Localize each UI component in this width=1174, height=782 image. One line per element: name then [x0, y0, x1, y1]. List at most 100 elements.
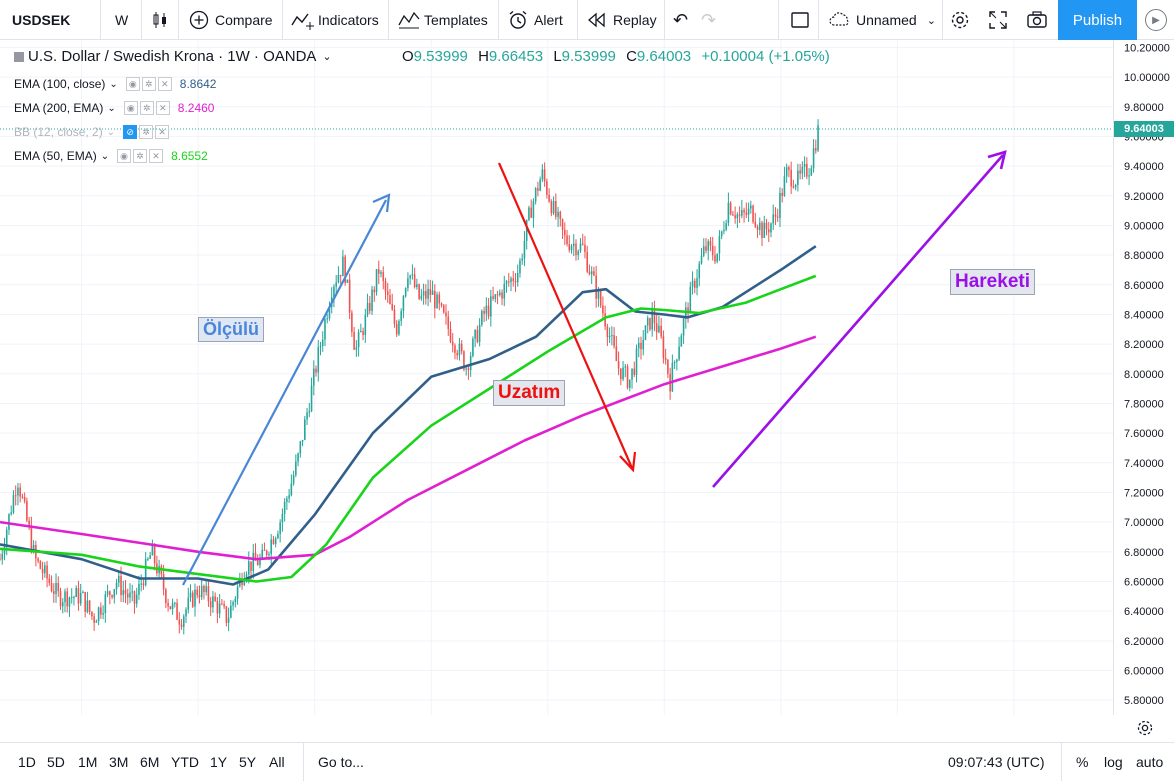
- chart-style-button[interactable]: [151, 0, 169, 40]
- candle-body: [801, 166, 804, 174]
- candle-body: [407, 278, 409, 289]
- close-icon[interactable]: ✕: [155, 125, 170, 139]
- divider: [818, 0, 819, 40]
- candle-body: [306, 412, 308, 420]
- indicator-controls[interactable]: ⊘ ✲ ✕: [123, 125, 171, 139]
- candle-body: [79, 592, 82, 604]
- candle-body: [312, 368, 315, 386]
- eye-icon[interactable]: ◉: [125, 77, 140, 91]
- indicators-button[interactable]: Indicators: [291, 0, 379, 40]
- range-button-3m[interactable]: 3M: [109, 754, 129, 770]
- redo-button[interactable]: ↷: [701, 0, 716, 40]
- gear-icon[interactable]: ✲: [139, 125, 154, 139]
- range-button-1y[interactable]: 1Y: [210, 754, 228, 770]
- alert-button[interactable]: Alert: [508, 0, 563, 40]
- annotation-hareketi[interactable]: Hareketi: [950, 269, 1035, 295]
- candle-body: [427, 288, 429, 299]
- price-tick-label: 10.20000: [1124, 42, 1170, 54]
- candle-body: [510, 278, 512, 283]
- percent-toggle[interactable]: %: [1076, 743, 1088, 781]
- candle-body: [738, 214, 741, 216]
- candle-body: [436, 294, 438, 309]
- goto-button[interactable]: Go to...: [318, 743, 364, 781]
- gear-icon[interactable]: ✲: [139, 101, 154, 115]
- fullscreen-button[interactable]: [988, 0, 1008, 40]
- candle-body: [420, 295, 423, 299]
- range-button-1m[interactable]: 1M: [78, 754, 98, 770]
- publish-button[interactable]: Publish: [1058, 0, 1137, 40]
- candle-body: [447, 316, 450, 329]
- settings-button[interactable]: [949, 0, 971, 40]
- indicator-ema-100[interactable]: EMA (100, close) ⌄ ◉ ✲ ✕ 8.8642: [14, 75, 216, 93]
- candle-body: [810, 168, 813, 176]
- candle-body: [521, 258, 524, 261]
- annotation-uzatim[interactable]: Uzatım: [493, 380, 566, 406]
- undo-button[interactable]: ↶: [673, 0, 688, 40]
- candle-body: [245, 574, 248, 579]
- auto-toggle[interactable]: auto: [1136, 743, 1163, 781]
- fullscreen-layout-button[interactable]: [790, 0, 810, 40]
- close-icon[interactable]: ✕: [157, 77, 172, 91]
- indicator-label: EMA (50, EMA): [14, 149, 97, 163]
- symbol-legend[interactable]: U.S. Dollar / Swedish Krona · 1W · OANDA…: [14, 48, 332, 65]
- candle-body: [557, 211, 559, 217]
- candle-body: [265, 550, 268, 556]
- candle-body: [676, 359, 678, 362]
- compare-button[interactable]: Compare: [189, 0, 273, 40]
- templates-button[interactable]: Templates: [398, 0, 488, 40]
- clock[interactable]: 09:07:43 (UTC): [948, 743, 1044, 781]
- indicator-bb[interactable]: BB (12, close, 2) ⌄ ⊘ ✲ ✕: [14, 123, 177, 141]
- candle-body: [259, 557, 261, 566]
- range-button-1d[interactable]: 1D: [18, 754, 36, 770]
- range-button-all[interactable]: All: [269, 754, 285, 770]
- log-toggle[interactable]: log: [1104, 743, 1123, 781]
- eye-icon[interactable]: ◉: [123, 101, 138, 115]
- candle-body: [716, 253, 718, 262]
- axis-settings-button[interactable]: [1135, 718, 1155, 743]
- indicators-label: Indicators: [318, 12, 379, 28]
- candle-body: [55, 583, 57, 594]
- gear-icon[interactable]: ✲: [141, 77, 156, 91]
- divider: [388, 0, 389, 40]
- annotation-olculu[interactable]: Ölçülü: [198, 317, 265, 342]
- interval-button[interactable]: W: [115, 0, 128, 40]
- candle-body: [61, 602, 64, 607]
- range-button-5d[interactable]: 5D: [47, 754, 65, 770]
- candle-body: [234, 598, 237, 603]
- candle-body: [523, 240, 526, 259]
- replay-label: Replay: [613, 12, 657, 28]
- close-icon[interactable]: ✕: [149, 149, 164, 163]
- candle-body: [149, 555, 151, 559]
- range-button-5y[interactable]: 5Y: [239, 754, 257, 770]
- candle-body: [718, 236, 721, 254]
- candle-body: [321, 339, 324, 346]
- snapshot-button[interactable]: [1026, 0, 1048, 40]
- chevron-down-icon: ⌄: [107, 102, 116, 114]
- candle-body: [783, 176, 786, 196]
- indicator-controls[interactable]: ◉ ✲ ✕: [125, 77, 174, 91]
- divider: [1061, 743, 1062, 781]
- candle-body: [5, 529, 8, 548]
- gear-icon[interactable]: ✲: [133, 149, 148, 163]
- replay-button[interactable]: Replay: [587, 0, 657, 40]
- candle-body: [23, 497, 26, 502]
- range-button-ytd[interactable]: YTD: [171, 754, 199, 770]
- price-chart[interactable]: 10.2000010.000009.800009.600009.400009.2…: [0, 40, 1174, 715]
- candle-body: [693, 280, 696, 288]
- layout-menu[interactable]: Unnamed ⌄: [828, 0, 936, 40]
- indicator-controls[interactable]: ◉ ✲ ✕: [123, 101, 172, 115]
- plus-circle-icon: [189, 10, 209, 30]
- range-button-6m[interactable]: 6M: [140, 754, 160, 770]
- close-icon[interactable]: ✕: [155, 101, 170, 115]
- right-panel-toggle[interactable]: ▶: [1138, 0, 1174, 40]
- candle-body: [781, 192, 783, 196]
- candle-body: [310, 385, 313, 412]
- indicator-ema-50[interactable]: EMA (50, EMA) ⌄ ◉ ✲ ✕ 8.6552: [14, 147, 208, 165]
- eye-icon[interactable]: ◉: [117, 149, 132, 163]
- candle-body: [362, 330, 364, 335]
- indicator-ema-200[interactable]: EMA (200, EMA) ⌄ ◉ ✲ ✕ 8.2460: [14, 99, 214, 117]
- symbol-search[interactable]: USDSEK: [12, 0, 70, 40]
- candle-body: [608, 336, 611, 338]
- eye-off-icon[interactable]: ⊘: [123, 125, 138, 139]
- indicator-controls[interactable]: ◉ ✲ ✕: [117, 149, 165, 163]
